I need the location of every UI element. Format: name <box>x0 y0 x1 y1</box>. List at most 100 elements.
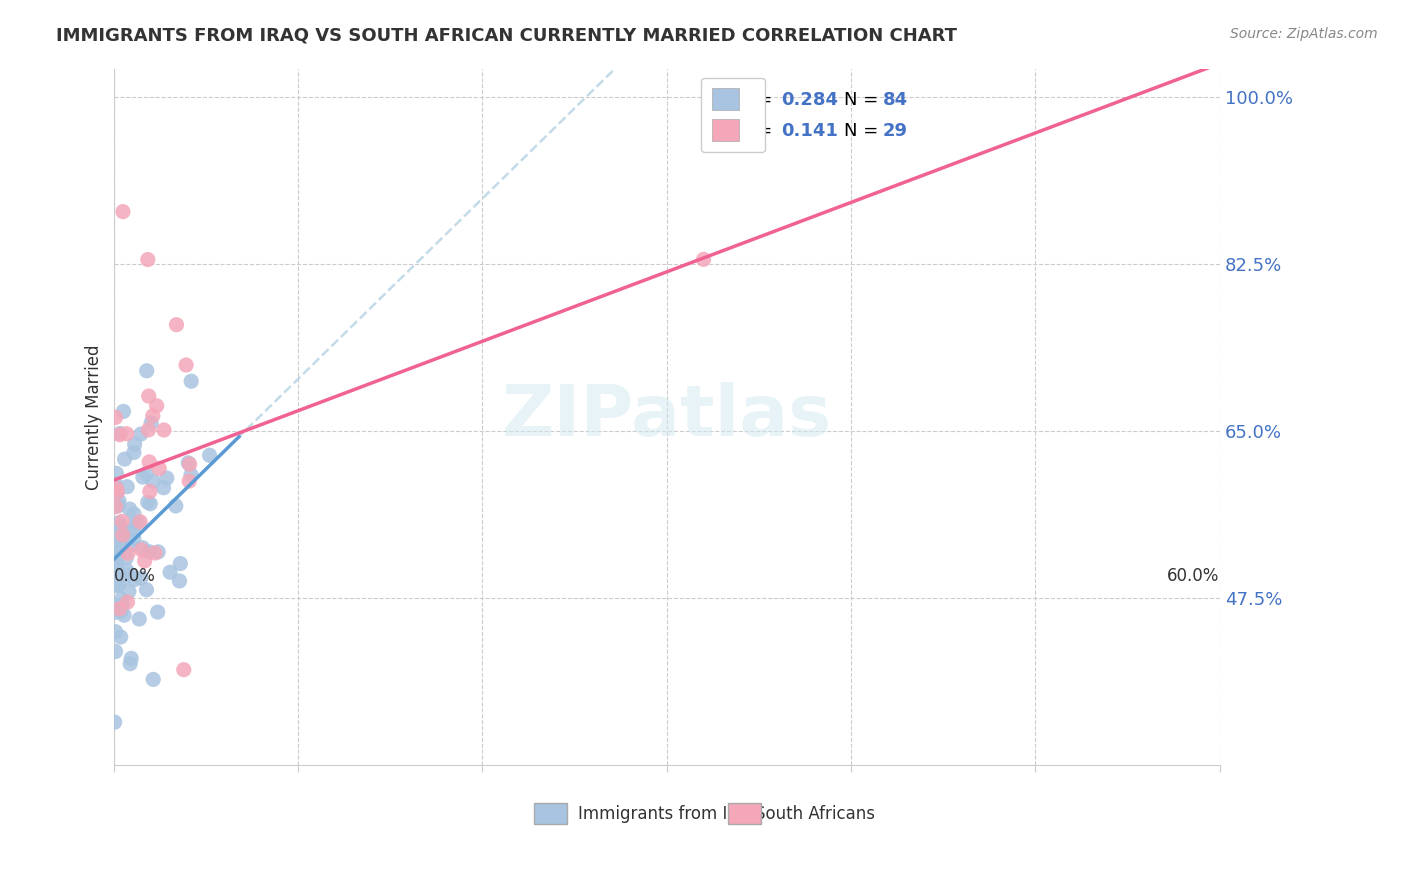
Point <box>139 416 162 430</box>
Point <box>180 374 202 388</box>
Point <box>148 545 170 559</box>
Point <box>138 455 160 469</box>
Point <box>107 564 129 578</box>
Point <box>104 573 127 587</box>
Point <box>107 516 129 530</box>
Point <box>107 578 129 592</box>
Point <box>143 546 166 560</box>
Point <box>104 550 127 565</box>
Point <box>105 541 128 555</box>
Text: R =: R = <box>738 91 778 109</box>
Point <box>174 358 197 372</box>
Text: 0.141: 0.141 <box>780 122 838 140</box>
Point <box>105 467 128 481</box>
Text: R =: R = <box>738 122 783 140</box>
Text: 0.0%: 0.0% <box>114 566 156 584</box>
Point <box>107 566 129 581</box>
Point <box>104 562 127 576</box>
Point <box>117 546 139 560</box>
Point <box>122 507 145 521</box>
Point <box>105 579 128 593</box>
Point <box>107 550 129 565</box>
Point <box>146 605 169 619</box>
Point <box>122 524 145 538</box>
Point <box>173 663 195 677</box>
Point <box>110 426 132 441</box>
Point <box>108 493 131 508</box>
Point <box>142 409 165 423</box>
Point <box>134 554 156 568</box>
Point <box>120 567 142 582</box>
Point <box>138 423 160 437</box>
Text: IMMIGRANTS FROM IRAQ VS SOUTH AFRICAN CURRENTLY MARRIED CORRELATION CHART: IMMIGRANTS FROM IRAQ VS SOUTH AFRICAN CU… <box>56 27 957 45</box>
Point <box>127 515 149 529</box>
Point <box>120 657 142 671</box>
Point <box>110 520 132 534</box>
Point <box>139 497 162 511</box>
Point <box>104 477 127 491</box>
Point <box>104 488 127 502</box>
Point <box>111 536 134 550</box>
Point <box>112 608 135 623</box>
Point <box>198 448 221 462</box>
Text: 0.284: 0.284 <box>780 91 838 109</box>
Point <box>112 571 135 585</box>
FancyBboxPatch shape <box>534 804 567 824</box>
Point <box>104 605 127 619</box>
Point <box>117 595 139 609</box>
Point <box>107 484 129 499</box>
Text: N =: N = <box>844 122 884 140</box>
Point <box>111 525 134 540</box>
Point <box>145 399 167 413</box>
Point <box>118 584 141 599</box>
Point <box>111 598 134 612</box>
Text: N =: N = <box>844 91 884 109</box>
Point <box>105 485 128 500</box>
Point <box>179 457 201 471</box>
Point <box>104 715 127 730</box>
Point <box>110 592 132 607</box>
Legend: , : , <box>702 78 765 153</box>
Point <box>129 571 152 585</box>
Point <box>118 538 141 552</box>
Point <box>115 426 138 441</box>
Point <box>136 252 159 267</box>
Point <box>135 364 157 378</box>
Point <box>692 252 714 267</box>
Point <box>131 542 153 557</box>
Point <box>156 471 179 485</box>
Point <box>111 528 134 542</box>
Point <box>139 484 162 499</box>
Text: 60.0%: 60.0% <box>1167 566 1220 584</box>
Point <box>131 541 153 555</box>
Text: Immigrants from Iraq: Immigrants from Iraq <box>578 805 755 822</box>
Point <box>111 204 134 219</box>
Point <box>110 630 132 644</box>
Point <box>124 437 146 451</box>
Point <box>112 404 135 418</box>
Point <box>132 470 155 484</box>
Point <box>135 582 157 597</box>
Point <box>135 467 157 481</box>
Point <box>104 410 127 425</box>
Point <box>142 673 165 687</box>
Point <box>105 568 128 582</box>
Point <box>122 532 145 546</box>
Point <box>107 547 129 561</box>
Point <box>115 480 138 494</box>
Point <box>124 573 146 587</box>
Point <box>118 502 141 516</box>
Text: Source: ZipAtlas.com: Source: ZipAtlas.com <box>1230 27 1378 41</box>
Point <box>120 651 142 665</box>
Point <box>111 541 134 556</box>
Point <box>138 545 160 559</box>
Point <box>114 452 136 467</box>
Point <box>107 541 129 555</box>
Point <box>136 495 159 509</box>
Point <box>108 427 131 442</box>
Text: South Africans: South Africans <box>755 805 875 822</box>
Point <box>111 514 134 528</box>
Point <box>105 482 128 496</box>
Text: 84: 84 <box>883 91 907 109</box>
Y-axis label: Currently Married: Currently Married <box>86 344 103 490</box>
